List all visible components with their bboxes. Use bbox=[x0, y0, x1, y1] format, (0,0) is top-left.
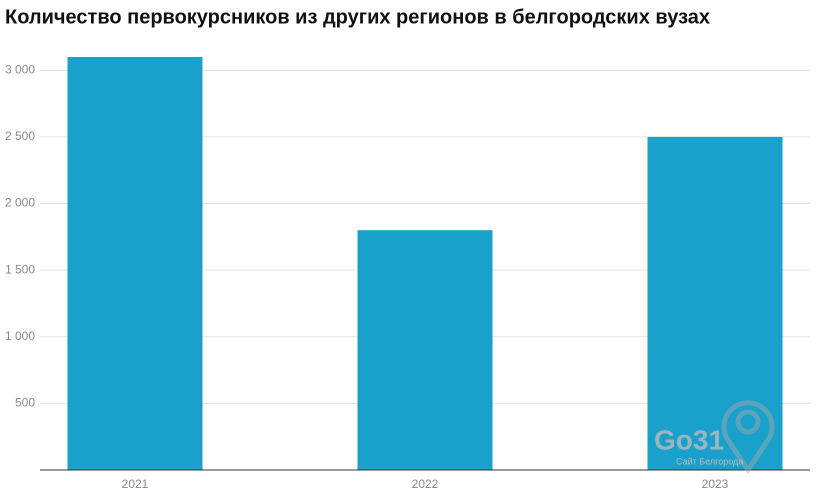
x-tick-label: 2023 bbox=[702, 477, 729, 491]
watermark-subtitle: Сайт Белгорода bbox=[676, 456, 743, 466]
y-tick-label: 1 500 bbox=[5, 262, 35, 276]
bar bbox=[647, 136, 783, 470]
x-tick-label: 2022 bbox=[412, 477, 439, 491]
x-tick-label: 2021 bbox=[122, 477, 149, 491]
y-tick-label: 2 000 bbox=[5, 196, 35, 210]
watermark-text: Go31 bbox=[654, 424, 724, 455]
watermark-pin bbox=[721, 400, 775, 475]
y-tick-label: 3 000 bbox=[5, 62, 35, 76]
chart-title: Количество первокурсников из других реги… bbox=[5, 6, 710, 28]
y-tick-label: 1 000 bbox=[5, 329, 35, 343]
y-tick-label: 2 500 bbox=[5, 129, 35, 143]
bar bbox=[67, 57, 203, 470]
bar bbox=[357, 230, 493, 470]
watermark bbox=[721, 400, 775, 475]
y-tick-label: 500 bbox=[15, 396, 35, 410]
